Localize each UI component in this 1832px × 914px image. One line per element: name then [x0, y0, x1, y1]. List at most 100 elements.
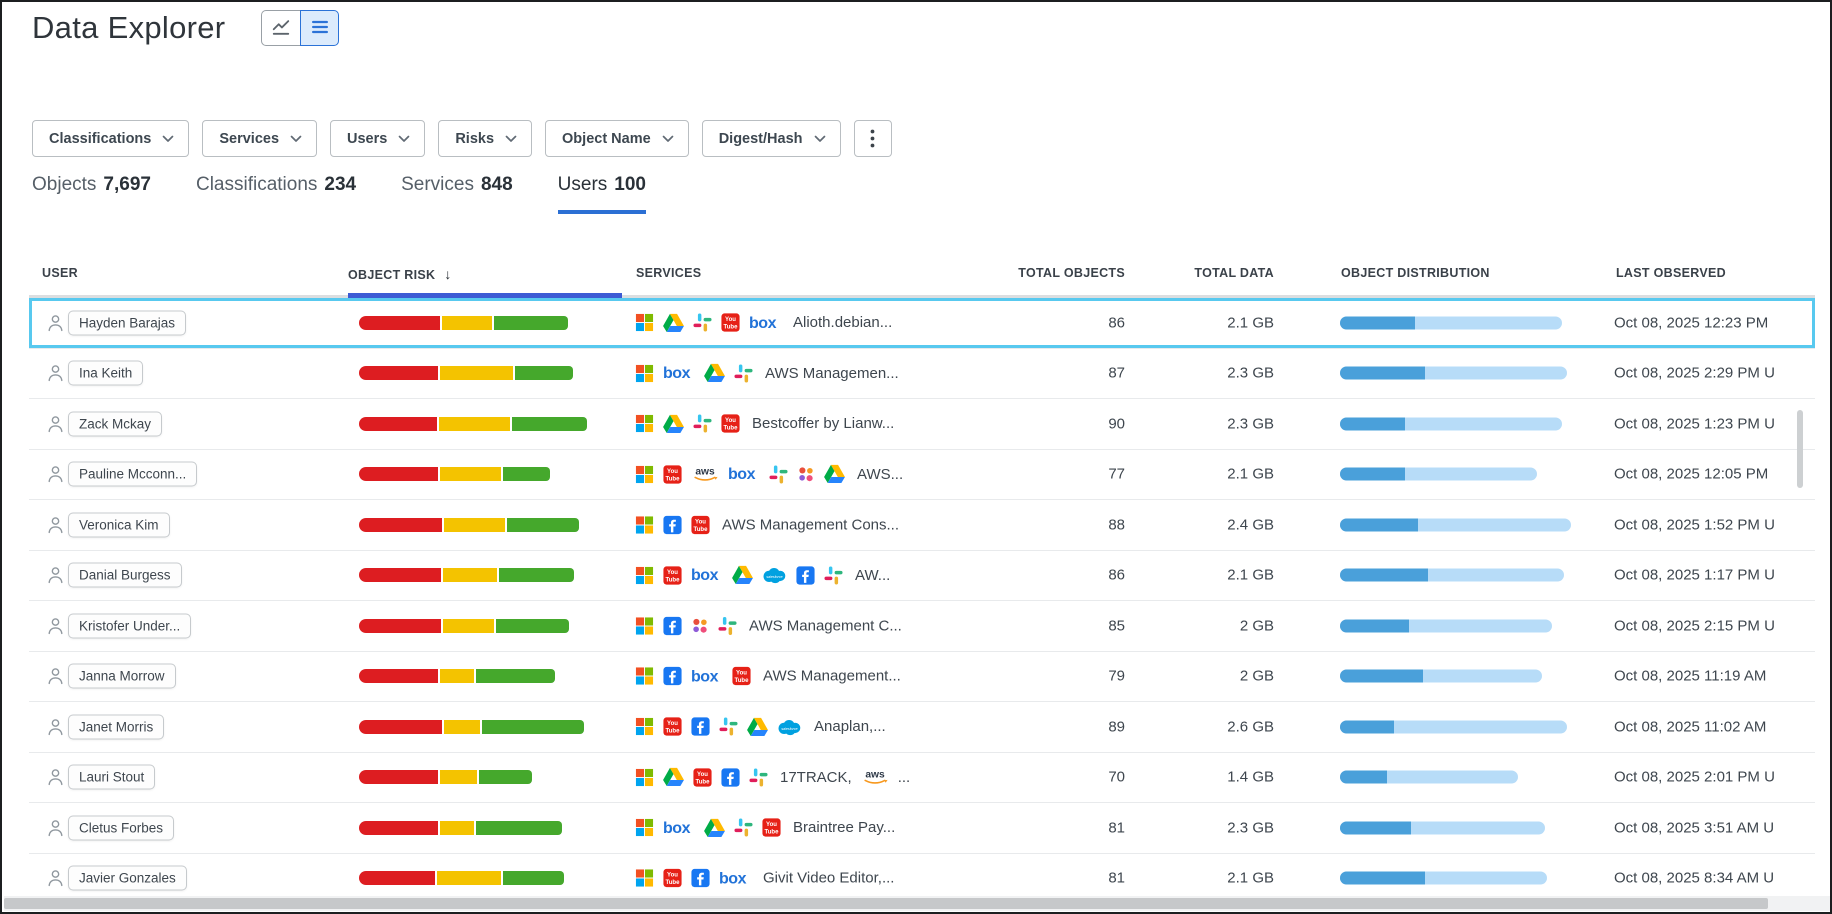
filter-object-name[interactable]: Object Name — [545, 120, 689, 157]
horizontal-scrollbar-thumb[interactable] — [4, 898, 1768, 909]
list-view-button[interactable] — [300, 10, 340, 46]
youtube-icon: You Tube — [721, 313, 740, 332]
column-header-total-data[interactable]: TOTAL DATA — [1124, 266, 1274, 280]
filter-classifications[interactable]: Classifications — [32, 120, 190, 157]
microsoft-icon — [635, 364, 654, 383]
total-objects-value: 90 — [1108, 415, 1125, 433]
total-objects-value: 70 — [1108, 768, 1125, 786]
user-avatar-icon — [45, 716, 66, 737]
table-row[interactable]: Pauline Mcconn... You Tube aws box AWS... 77 2.… — [29, 448, 1815, 500]
tab-count: 100 — [614, 174, 646, 195]
user-avatar-icon — [45, 312, 66, 333]
google-drive-icon — [663, 313, 684, 333]
filter-label: Object Name — [562, 130, 651, 147]
chart-view-button[interactable] — [261, 10, 301, 46]
table-row[interactable]: Zack Mckay You Tube Bestcoffer by Lianw... 9… — [29, 398, 1815, 449]
column-header-label: OBJECT RISK — [348, 268, 436, 282]
more-filters-button[interactable] — [853, 120, 892, 157]
chevron-down-icon — [290, 135, 302, 143]
object-distribution-bar — [1340, 871, 1547, 885]
object-distribution-bar — [1340, 720, 1567, 734]
column-header-total-objects[interactable]: TOTAL OBJECTS — [975, 266, 1125, 280]
filter-services[interactable]: Services — [202, 120, 318, 157]
horizontal-scrollbar-track[interactable] — [4, 896, 1830, 911]
vertical-scrollbar-thumb[interactable] — [1797, 410, 1803, 488]
table-row[interactable]: Ina Keith box AWS Managemen... 87 2.3 GB Oct … — [29, 347, 1815, 399]
youtube-icon: You Tube — [663, 717, 682, 736]
risk-red-segment — [359, 871, 435, 886]
filter-users[interactable]: Users — [330, 120, 426, 157]
google-drive-icon — [704, 818, 725, 838]
user-chip[interactable]: Janna Morrow — [68, 663, 176, 689]
services-label: AWS... — [857, 465, 904, 483]
services-cell: You Tube 17TRACK, aws... — [635, 767, 910, 787]
microsoft-icon — [635, 616, 654, 635]
facebook-icon — [691, 717, 710, 736]
list-icon — [310, 17, 330, 40]
user-chip[interactable]: Lauri Stout — [68, 764, 156, 790]
column-header-user[interactable]: USER — [42, 266, 78, 280]
svg-text:box: box — [691, 668, 719, 684]
risk-yellow-segment — [440, 669, 474, 684]
risk-red-segment — [359, 568, 441, 583]
column-header-last-observed[interactable]: LAST OBSERVED — [1616, 266, 1726, 280]
user-chip[interactable]: Cletus Forbes — [68, 815, 175, 841]
box-icon: box — [691, 668, 723, 684]
table-row[interactable]: Janna Morrow box You Tube AWS Management... 7… — [29, 650, 1815, 702]
object-distribution-fill — [1340, 518, 1418, 532]
svg-text:aws: aws — [695, 467, 715, 478]
table-row[interactable]: Javier Gonzales You Tube box Givit Video Edi… — [29, 852, 1815, 904]
services-cell: You Tube box Givit Video Editor,... — [635, 869, 894, 888]
user-chip[interactable]: Danial Burgess — [68, 562, 182, 588]
services-label: Bestcoffer by Lianw... — [752, 415, 895, 433]
facebook-icon — [663, 515, 682, 534]
user-avatar-icon — [45, 615, 66, 636]
object-risk-bar — [359, 366, 573, 381]
risk-yellow-segment — [444, 719, 480, 734]
user-chip[interactable]: Ina Keith — [68, 360, 144, 386]
user-chip[interactable]: Javier Gonzales — [68, 865, 187, 891]
filter-digest-hash[interactable]: Digest/Hash — [701, 120, 841, 157]
last-observed-value: Oct 08, 2025 2:01 PM U — [1614, 768, 1775, 786]
table-row[interactable]: Hayden Barajas You Tube box Alioth.debian...… — [29, 298, 1815, 348]
user-chip[interactable]: Pauline Mcconn... — [68, 461, 198, 487]
filter-risks[interactable]: Risks — [438, 120, 533, 157]
tab-objects[interactable]: Objects 7,697 — [32, 174, 151, 214]
tab-services[interactable]: Services 848 — [401, 174, 513, 214]
total-objects-value: 86 — [1108, 314, 1125, 332]
user-chip[interactable]: Kristofer Under... — [68, 613, 192, 639]
last-observed-value: Oct 08, 2025 8:34 AM U — [1614, 869, 1775, 887]
svg-text:box: box — [663, 365, 691, 381]
user-chip[interactable]: Veronica Kim — [68, 512, 170, 538]
user-chip[interactable]: Hayden Barajas — [68, 310, 187, 336]
filter-label: Digest/Hash — [718, 130, 803, 147]
column-header-object-risk[interactable]: OBJECT RISK ↓ — [348, 266, 452, 282]
microsoft-icon — [635, 566, 654, 585]
microsoft-icon — [635, 515, 654, 534]
slack-icon — [719, 717, 738, 736]
table-row[interactable]: Kristofer Under... AWS Management C... 85 2… — [29, 600, 1815, 651]
slack-icon — [718, 616, 737, 635]
risk-yellow-segment — [444, 517, 505, 532]
object-distribution-bar — [1340, 366, 1567, 380]
table-row[interactable]: Janet Morris You Tube salesforce Anaplan,...… — [29, 701, 1815, 752]
total-objects-value: 81 — [1108, 869, 1125, 887]
tab-users[interactable]: Users 100 — [557, 174, 646, 214]
tab-classifications[interactable]: Classifications 234 — [196, 174, 356, 214]
table-row[interactable]: Cletus Forbes box You Tube Braintree Pay... 8… — [29, 802, 1815, 853]
youtube-icon: You Tube — [721, 414, 740, 433]
microsoft-icon — [635, 465, 654, 484]
table-row[interactable]: Danial Burgess You Tube box salesforce AW... 8… — [29, 549, 1815, 601]
user-chip[interactable]: Zack Mckay — [68, 411, 163, 437]
facebook-icon — [796, 566, 815, 585]
column-header-services[interactable]: SERVICES — [636, 266, 701, 280]
tab-bar: Objects 7,697 Classifications 234 Services 84… — [32, 174, 646, 214]
user-chip[interactable]: Janet Morris — [68, 714, 165, 740]
table-row[interactable]: Veronica Kim You Tube AWS Management Cons..… — [29, 499, 1815, 550]
svg-text:box: box — [663, 820, 691, 836]
slack-icon — [693, 414, 712, 433]
total-data-value: 2.1 GB — [1227, 566, 1274, 584]
column-header-object-distribution[interactable]: OBJECT DISTRIBUTION — [1341, 266, 1490, 280]
table-row[interactable]: Lauri Stout You Tube 17TRACK, aws... 70 1.4 GB… — [29, 751, 1815, 803]
object-distribution-fill — [1340, 467, 1405, 481]
